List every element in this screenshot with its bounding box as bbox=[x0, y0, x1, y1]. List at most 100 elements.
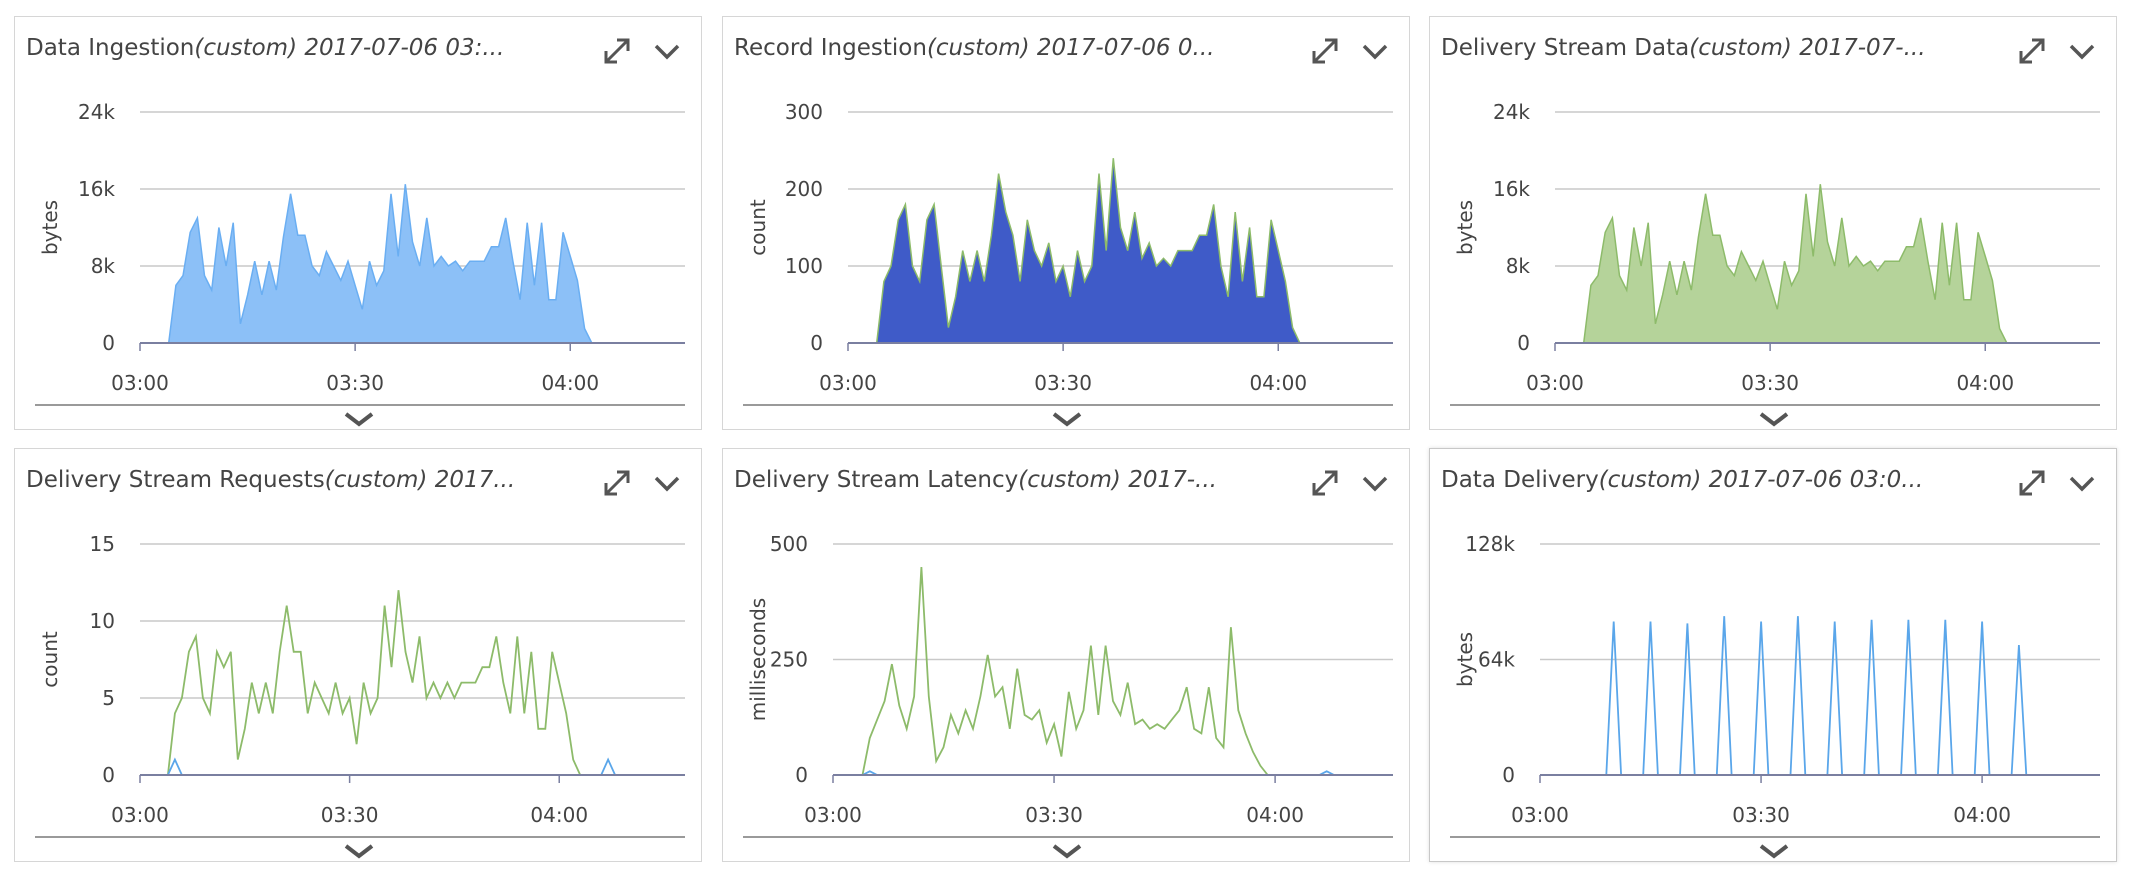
legend-toggle-chevron-icon[interactable] bbox=[1052, 844, 1082, 859]
panel-toolbar bbox=[1309, 35, 1391, 67]
y-tick-label: 250 bbox=[770, 648, 808, 672]
x-tick-label: 03:30 bbox=[326, 371, 384, 395]
y-tick-label: 8k bbox=[1506, 254, 1531, 278]
panel-title-text: Delivery Stream Requests bbox=[26, 467, 325, 493]
y-tick-label: 0 bbox=[1517, 331, 1530, 355]
panel-title-suffix: (custom) 2017-07-06 03:... bbox=[194, 35, 505, 61]
panel-title: Delivery Stream Requests(custom) 2017... bbox=[26, 465, 586, 495]
series-line bbox=[140, 757, 685, 776]
chevron-down-icon[interactable] bbox=[2066, 35, 2098, 67]
panel-title: Data Ingestion(custom) 2017-07-06 03:... bbox=[26, 33, 586, 63]
y-tick-label: 500 bbox=[770, 532, 808, 556]
panel-data-ingestion: Data Ingestion(custom) 2017-07-06 03:...… bbox=[14, 16, 702, 430]
panel-delivery-stream-data: Delivery Stream Data(custom) 2017-07-...… bbox=[1429, 16, 2117, 430]
panel-title-text: Delivery Stream Data bbox=[1441, 35, 1690, 61]
y-tick-label: 8k bbox=[91, 254, 116, 278]
chevron-down-icon[interactable] bbox=[651, 467, 683, 499]
y-tick-label: 5 bbox=[102, 686, 115, 710]
x-tick-label: 03:00 bbox=[1526, 371, 1584, 395]
panel-title-suffix: (custom) 2017... bbox=[324, 467, 516, 493]
chevron-down-icon[interactable] bbox=[2066, 467, 2098, 499]
panel-title-suffix: (custom) 2017-07-06 03:0... bbox=[1598, 467, 1924, 493]
expand-icon[interactable] bbox=[2016, 467, 2048, 499]
y-tick-label: 0 bbox=[102, 331, 115, 355]
x-tick-label: 04:00 bbox=[1246, 803, 1304, 827]
chevron-down-icon[interactable] bbox=[1359, 35, 1391, 67]
x-tick-label: 03:30 bbox=[1741, 371, 1799, 395]
y-tick-label: 16k bbox=[1493, 177, 1530, 201]
legend-toggle-chevron-icon[interactable] bbox=[344, 844, 374, 859]
x-tick-label: 03:00 bbox=[111, 371, 169, 395]
y-tick-label: 128k bbox=[1465, 532, 1515, 556]
chart: 0 100 200 300 count 03:00 03:30 04:00 bbox=[743, 100, 1393, 427]
panel-title-suffix: (custom) 2017-07-06 0... bbox=[926, 35, 1215, 61]
legend-toggle-chevron-icon[interactable] bbox=[1759, 412, 1789, 427]
area-fill bbox=[140, 184, 685, 343]
series-line bbox=[848, 158, 1393, 344]
x-tick-label: 03:30 bbox=[1732, 803, 1790, 827]
panel-title: Delivery Stream Latency(custom) 2017-... bbox=[734, 465, 1294, 495]
panel-data-delivery: Data Delivery(custom) 2017-07-06 03:0...… bbox=[1429, 448, 2117, 862]
y-tick-label: 100 bbox=[785, 254, 823, 278]
legend-toggle-chevron-icon[interactable] bbox=[1052, 412, 1082, 427]
y-tick-label: 16k bbox=[78, 177, 115, 201]
panel-title-text: Delivery Stream Latency bbox=[734, 467, 1019, 493]
y-tick-label: 15 bbox=[90, 532, 115, 556]
y-axis-label: bytes bbox=[1453, 200, 1477, 255]
x-tick-label: 04:00 bbox=[1249, 371, 1307, 395]
x-tick-label: 04:00 bbox=[530, 803, 588, 827]
y-tick-label: 10 bbox=[90, 609, 115, 633]
x-tick-label: 03:30 bbox=[321, 803, 379, 827]
x-tick-label: 03:30 bbox=[1034, 371, 1092, 395]
legend-toggle-chevron-icon[interactable] bbox=[344, 412, 374, 427]
panel-title-text: Data Delivery bbox=[1441, 467, 1599, 493]
series-line bbox=[140, 184, 685, 344]
series-line bbox=[833, 567, 1393, 776]
chart: 0 8k 16k 24k bytes 03:00 03:30 04:00 bbox=[1450, 100, 2100, 427]
y-tick-label: 0 bbox=[102, 763, 115, 787]
expand-icon[interactable] bbox=[1309, 467, 1341, 499]
y-tick-label: 24k bbox=[78, 100, 115, 124]
panel-title-suffix: (custom) 2017-07-... bbox=[1689, 35, 1926, 61]
series-line bbox=[1555, 184, 2100, 344]
y-axis-label: count bbox=[746, 199, 770, 256]
chevron-down-icon[interactable] bbox=[651, 35, 683, 67]
expand-icon[interactable] bbox=[601, 467, 633, 499]
panel-title-suffix: (custom) 2017-... bbox=[1018, 467, 1217, 493]
chart: 0 5 10 15 count 03:00 03:30 04:00 bbox=[35, 532, 685, 859]
panel-title-text: Data Ingestion bbox=[26, 35, 195, 61]
panel-title: Delivery Stream Data(custom) 2017-07-... bbox=[1441, 33, 2001, 63]
y-tick-label: 64k bbox=[1478, 648, 1515, 672]
x-tick-label: 03:30 bbox=[1025, 803, 1083, 827]
y-axis-label: bytes bbox=[1453, 632, 1477, 687]
x-tick-label: 03:00 bbox=[111, 803, 169, 827]
panel-title: Data Delivery(custom) 2017-07-06 03:0... bbox=[1441, 465, 2001, 495]
y-tick-label: 0 bbox=[795, 763, 808, 787]
expand-icon[interactable] bbox=[601, 35, 633, 67]
x-tick-label: 04:00 bbox=[1953, 803, 2011, 827]
panel-delivery-stream-latency: Delivery Stream Latency(custom) 2017-...… bbox=[722, 448, 1410, 862]
series-line bbox=[140, 590, 685, 776]
chart: 0 250 500 milliseconds 03:00 03:30 04:00 bbox=[743, 532, 1393, 859]
area-fill bbox=[1555, 184, 2100, 343]
panel-toolbar bbox=[2016, 467, 2098, 499]
chevron-down-icon[interactable] bbox=[1359, 467, 1391, 499]
x-tick-label: 03:00 bbox=[819, 371, 877, 395]
x-tick-label: 03:00 bbox=[1511, 803, 1569, 827]
panel-title-text: Record Ingestion bbox=[734, 35, 927, 61]
panel-delivery-stream-requests: Delivery Stream Requests(custom) 2017...… bbox=[14, 448, 702, 862]
y-tick-label: 200 bbox=[785, 177, 823, 201]
expand-icon[interactable] bbox=[2016, 35, 2048, 67]
panel-toolbar bbox=[601, 35, 683, 67]
chart: 0 64k 128k bytes 03:00 03:30 04:00 bbox=[1450, 532, 2100, 859]
panel-toolbar bbox=[1309, 467, 1391, 499]
y-axis-label: bytes bbox=[38, 200, 62, 255]
legend-toggle-chevron-icon[interactable] bbox=[1759, 844, 1789, 859]
y-tick-label: 300 bbox=[785, 100, 823, 124]
x-tick-label: 03:00 bbox=[804, 803, 862, 827]
y-axis-label: milliseconds bbox=[746, 598, 770, 721]
y-tick-label: 0 bbox=[810, 331, 823, 355]
y-axis-label: count bbox=[38, 631, 62, 688]
y-tick-label: 0 bbox=[1502, 763, 1515, 787]
expand-icon[interactable] bbox=[1309, 35, 1341, 67]
